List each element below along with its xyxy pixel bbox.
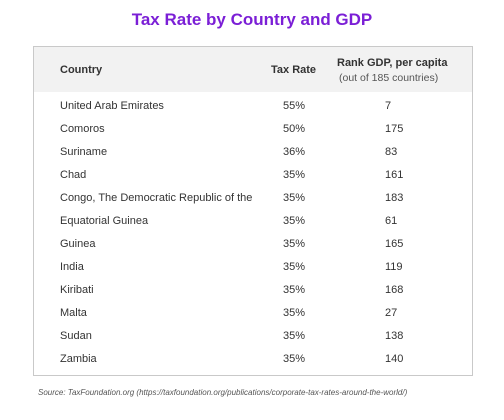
table-row: Sudan 35% 138: [34, 326, 472, 349]
country-cell: Sudan: [60, 330, 92, 342]
tax-rate-cell: 35%: [283, 353, 306, 365]
column-header-rank-gdp: Rank GDP, per capita: [337, 57, 448, 69]
tax-rate-cell: 35%: [283, 261, 306, 273]
table-header: Country Tax Rate Rank GDP, per capita (o…: [34, 47, 472, 92]
country-cell: Chad: [60, 169, 87, 181]
country-cell: Equatorial Guinea: [60, 215, 149, 227]
rank-cell: 138: [385, 330, 404, 342]
tax-rate-cell: 35%: [283, 284, 306, 296]
country-cell: Malta: [60, 307, 87, 319]
country-cell: Kiribati: [60, 284, 94, 296]
tax-rate-cell: 35%: [283, 307, 306, 319]
column-header-rank-subtitle: (out of 185 countries): [339, 72, 439, 84]
column-header-country: Country: [60, 64, 103, 76]
rank-cell: 183: [385, 192, 404, 204]
country-cell: India: [60, 261, 84, 273]
table-row: Guinea 35% 165: [34, 234, 472, 257]
rank-cell: 7: [385, 100, 392, 112]
source-note: Source: TaxFoundation.org (https://taxfo…: [38, 388, 408, 397]
rank-cell: 83: [385, 146, 398, 158]
country-cell: Congo, The Democratic Republic of the: [60, 192, 253, 204]
table-row: Chad 35% 161: [34, 165, 472, 188]
country-cell: Guinea: [60, 238, 96, 250]
table-body: United Arab Emirates 55% 7 Comoros 50% 175 Sur…: [34, 96, 472, 372]
rank-cell: 168: [385, 284, 404, 296]
rank-cell: 61: [385, 215, 398, 227]
tax-rate-cell: 35%: [283, 169, 306, 181]
tax-rate-cell: 35%: [283, 192, 306, 204]
table-row: Suriname 36% 83: [34, 142, 472, 165]
tax-rate-cell: 35%: [283, 215, 306, 227]
tax-rate-cell: 55%: [283, 100, 306, 112]
table-row: United Arab Emirates 55% 7: [34, 96, 472, 119]
tax-rate-cell: 50%: [283, 123, 306, 135]
tax-rate-cell: 36%: [283, 146, 306, 158]
country-cell: Suriname: [60, 146, 108, 158]
table-row: Comoros 50% 175: [34, 119, 472, 142]
chart-title: Tax Rate by Country and GDP: [131, 10, 373, 29]
tax-rate-cell: 35%: [283, 238, 306, 250]
table-row: Malta 35% 27: [34, 303, 472, 326]
country-cell: Zambia: [60, 353, 97, 365]
table-row: India 35% 119: [34, 257, 472, 280]
rank-cell: 140: [385, 353, 404, 365]
country-cell: United Arab Emirates: [60, 100, 164, 112]
table-row: Equatorial Guinea 35% 61: [34, 211, 472, 234]
table-row: Congo, The Democratic Republic of the 35%…: [34, 188, 472, 211]
rank-cell: 27: [385, 307, 398, 319]
rank-cell: 175: [385, 123, 404, 135]
rank-cell: 119: [385, 261, 403, 273]
data-table: Country Tax Rate Rank GDP, per capita (o…: [33, 46, 473, 376]
tax-rate-cell: 35%: [283, 330, 306, 342]
country-cell: Comoros: [60, 123, 105, 135]
rank-cell: 161: [385, 169, 404, 181]
table-row: Zambia 35% 140: [34, 349, 472, 372]
table-row: Kiribati 35% 168: [34, 280, 472, 303]
rank-cell: 165: [385, 238, 404, 250]
column-header-tax-rate: Tax Rate: [271, 64, 317, 76]
